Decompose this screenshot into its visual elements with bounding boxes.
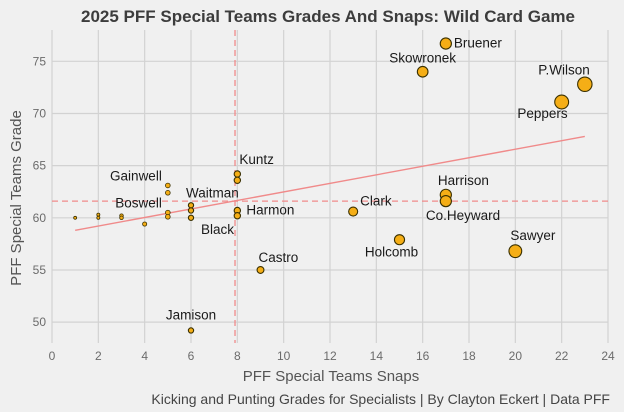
point-label-peppers: Peppers [517,106,568,121]
x-tick-label: 6 [188,349,195,363]
y-tick-label: 55 [33,263,47,277]
grid [51,30,609,343]
point-label-kuntz: Kuntz [239,152,274,167]
data-point-p-3-b [119,215,124,221]
point-label-castro: Castro [259,250,299,265]
data-point-p-2-b [96,215,101,220]
x-tick-label: 2 [95,349,102,363]
data-point-skowronek [416,65,429,78]
data-point-gainwell-2 [165,190,171,196]
x-tick-label: 10 [277,349,291,363]
x-tick-label: 20 [509,349,523,363]
trend-line [75,135,585,232]
data-point-jamison [187,327,195,334]
data-point-p-1 [73,215,78,220]
point-label-gainwell: Gainwell [110,168,162,183]
point-label-harrison: Harrison [438,173,489,188]
x-tick-label: 18 [462,349,476,363]
x-tick-label: 4 [141,349,148,363]
y-tick-label: 65 [33,159,47,173]
point-label-p.wilson: P.Wilson [538,62,590,77]
point-label-sawyer: Sawyer [510,228,556,243]
data-point-p-2-a [96,212,101,217]
x-tick-label: 0 [49,349,56,363]
points-layer [73,37,593,334]
y-tick-label: 50 [33,315,47,329]
x-tick-label: 24 [601,349,615,363]
data-point-gainwell [165,182,171,189]
point-label-waitman: Waitman [186,185,239,200]
x-tick-label: 14 [370,349,384,363]
data-point-waitman-2 [187,207,195,214]
data-point-co.heyward [439,194,452,208]
y-tick-label: 70 [33,106,47,120]
point-label-harmon: Harmon [246,202,294,217]
reference-lines [52,30,608,343]
data-point-kuntz [233,170,242,178]
data-point-holcomb [393,234,406,246]
data-point-clark [348,206,359,217]
y-tick-label: 60 [33,211,47,225]
point-label-jamison: Jamison [166,307,216,322]
data-point-sawyer [508,244,523,259]
x-tick-label: 22 [555,349,569,363]
x-tick-label: 16 [416,349,430,363]
data-point-p.wilson [577,76,593,93]
point-label-bruener: Bruener [454,36,503,51]
data-point-boswell-2 [165,214,171,220]
data-point-castro [256,265,265,274]
point-label-boswell: Boswell [115,196,162,211]
point-label-holcomb: Holcomb [365,245,418,260]
data-point-black [187,214,195,221]
data-point-p-4 [142,221,148,227]
y-tick-label: 75 [33,54,47,68]
x-axis-label: PFF Special Teams Snaps [243,368,419,385]
data-point-harmon-2 [233,212,242,220]
data-point-peppers [554,94,570,110]
chart-caption: Kicking and Punting Grades for Specialis… [151,391,610,407]
trend-layer [75,135,585,232]
y-axis-label: PFF Special Teams Grade [8,110,25,286]
x-tick-label: 12 [323,349,337,363]
data-point-bruener [439,37,452,50]
point-label-co.heyward: Co.Heyward [426,208,500,223]
data-point-waitman [187,202,195,209]
point-label-clark: Clark [360,194,392,209]
data-point-kuntz-2 [233,176,242,184]
point-label-skowronek: Skowronek [389,51,456,66]
point-label-black: Black [201,222,234,237]
chart-title: 2025 PFF Special Teams Grades And Snaps:… [81,7,575,26]
x-tick-label: 8 [234,349,241,363]
